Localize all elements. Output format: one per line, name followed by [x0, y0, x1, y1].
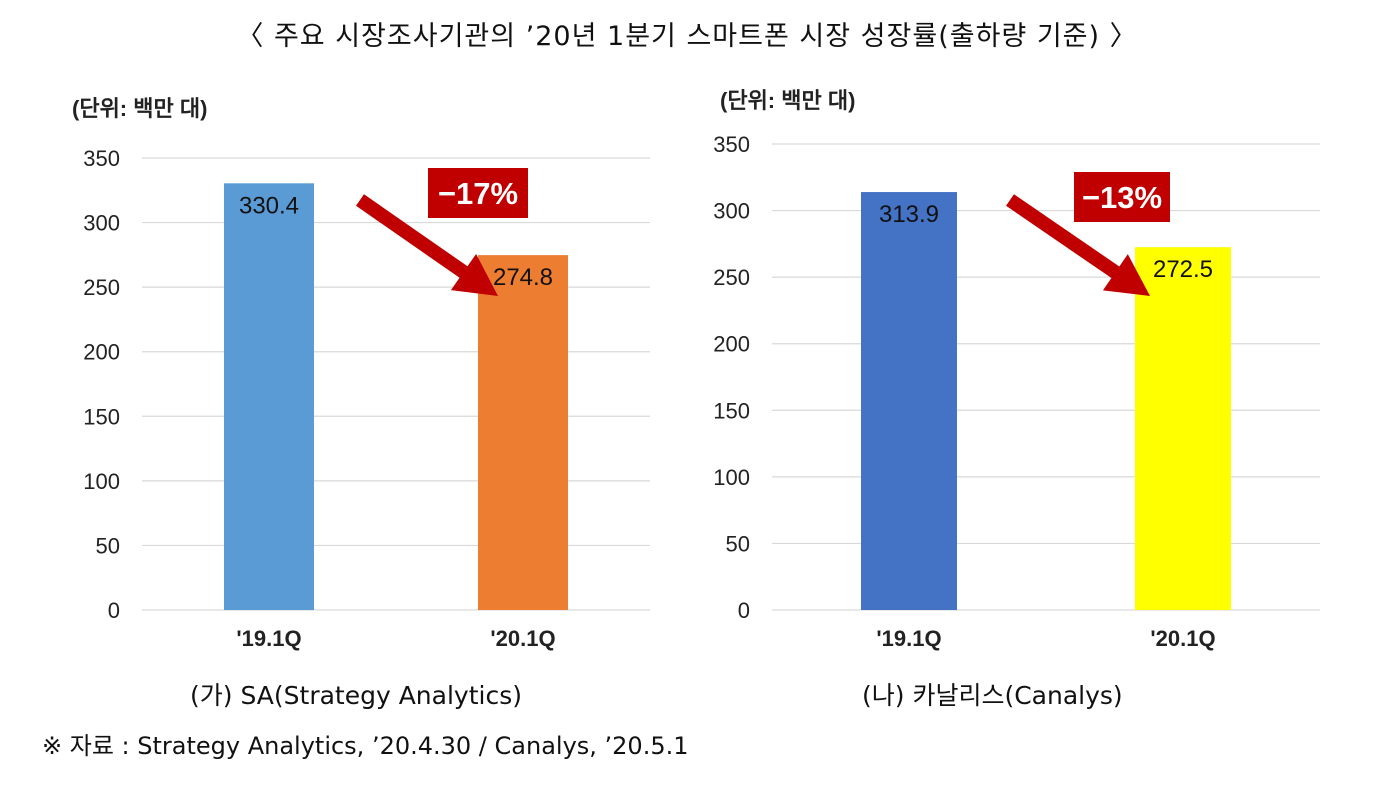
- y-tick-label: 0: [108, 598, 120, 623]
- bar: [861, 192, 957, 610]
- decrease-arrow: [1006, 194, 1150, 296]
- y-tick-label: 150: [83, 404, 120, 429]
- y-tick-label: 100: [83, 469, 120, 494]
- x-tick-label: '20.1Q: [490, 626, 555, 651]
- y-tick-label: 250: [83, 275, 120, 300]
- bar: [224, 183, 314, 610]
- data-label: 330.4: [239, 192, 299, 219]
- chart-panel-canalys: (단위: 백만 대) 0 50 100 150 200 250 300 350 313.9 '19.…: [680, 80, 1320, 670]
- y-tick-label: 100: [713, 465, 750, 490]
- y-tick-label: 300: [713, 199, 750, 224]
- source-note: ※ 자료 : Strategy Analytics, ’20.4.30 / Ca…: [42, 732, 689, 760]
- change-badge: [1074, 172, 1170, 222]
- y-tick-label: 350: [713, 132, 750, 157]
- y-tick-label: 250: [713, 265, 750, 290]
- decrease-arrow: [356, 194, 498, 296]
- bar: [1135, 247, 1231, 610]
- y-tick-label: 300: [83, 211, 120, 236]
- chart-caption-canalys: (나) 카날리스(Canalys): [862, 681, 1123, 710]
- y-tick-label: 350: [83, 146, 120, 171]
- x-tick-label: '19.1Q: [876, 626, 941, 651]
- y-tick-label: 200: [83, 340, 120, 365]
- y-tick-label: 50: [96, 533, 120, 558]
- unit-label: (단위: 백만 대): [72, 96, 207, 121]
- change-badge: [428, 168, 528, 218]
- chart-caption-sa: (가) SA(Strategy Analytics): [190, 681, 522, 710]
- x-tick-label: '19.1Q: [236, 626, 301, 651]
- data-label: 272.5: [1153, 256, 1213, 283]
- x-tick-label: '20.1Q: [1150, 626, 1215, 651]
- data-label: 313.9: [879, 201, 939, 228]
- y-tick-label: 0: [738, 598, 750, 623]
- change-label: −13%: [1082, 180, 1162, 215]
- chart-panel-sa: (단위: 백만 대) 0 50 100 150 200 250 300 350 330.4 '19.…: [40, 80, 680, 670]
- y-tick-label: 200: [713, 332, 750, 357]
- chart-canalys: (단위: 백만 대) 0 50 100 150 200 250 300 350 313.9 '19.…: [713, 88, 1320, 651]
- change-label: −17%: [438, 176, 518, 211]
- unit-label: (단위: 백만 대): [720, 88, 855, 113]
- data-label: 274.8: [493, 264, 553, 291]
- chart-sa: (단위: 백만 대) 0 50 100 150 200 250 300 350 330.4 '19.…: [72, 96, 650, 651]
- y-tick-label: 150: [713, 398, 750, 423]
- bar: [478, 255, 568, 611]
- page-title: 〈 주요 시장조사기관의 ’20년 1분기 스마트폰 시장 성장률(출하량 기준…: [236, 21, 1138, 52]
- y-tick-label: 50: [726, 531, 750, 556]
